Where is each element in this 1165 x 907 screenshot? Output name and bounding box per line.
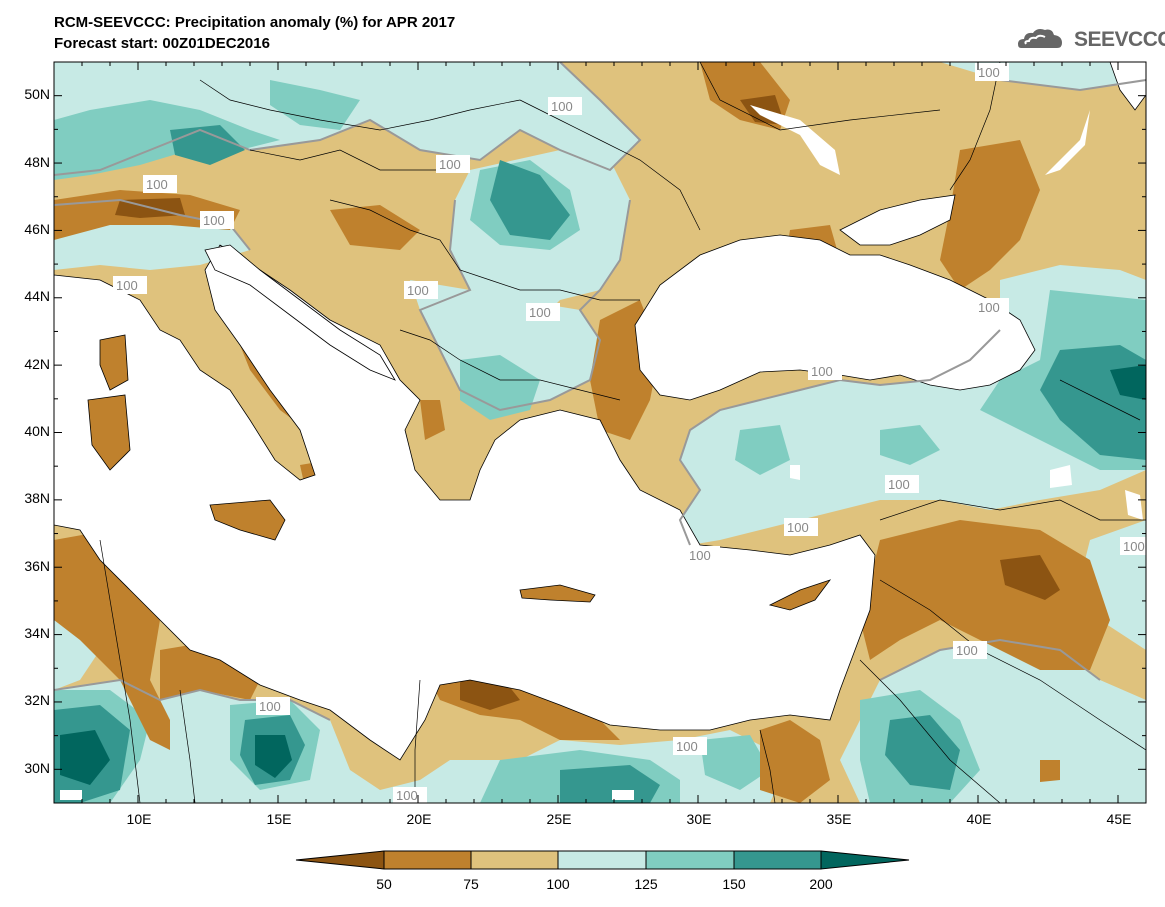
lon-tick-label: 35E: [826, 811, 852, 827]
contour-label: 100: [1120, 537, 1146, 555]
lat-tick-label: 42N: [24, 356, 50, 372]
lon-tick-label: 10E: [126, 811, 152, 827]
contour-label: 100: [393, 787, 427, 803]
svg-text:100: 100: [146, 177, 168, 192]
colorbar: [295, 850, 910, 870]
colorbar-label: 75: [463, 876, 479, 892]
lon-tick-label: 30E: [686, 811, 712, 827]
contour-labels: 100 100 100 100 100 100 100 100 100 100 …: [113, 63, 1146, 803]
wet-regions-extreme: [60, 365, 1146, 785]
contour-label: 100: [953, 641, 987, 659]
colorbar-bin-150-200: [733, 850, 822, 870]
colorbar-bin-100-125: [557, 850, 647, 870]
lon-tick-label: 20E: [406, 811, 432, 827]
contour-label: 100: [143, 175, 177, 193]
logo-text: SEEVCCC: [1074, 28, 1165, 51]
svg-text:100: 100: [787, 520, 809, 535]
lat-tick-label: 40N: [24, 423, 50, 439]
svg-text:100: 100: [116, 278, 138, 293]
lat-tick-label: 50N: [24, 86, 50, 102]
lat-tick-label: 44N: [24, 288, 50, 304]
seevccc-logo: [1018, 29, 1062, 48]
lat-tick-label: 38N: [24, 490, 50, 506]
sea-areas: [54, 62, 1146, 761]
colorbar-bin-125-150: [645, 850, 735, 870]
svg-text:100: 100: [439, 157, 461, 172]
lat-tick-label: 48N: [24, 154, 50, 170]
contour-label: 100: [256, 697, 290, 715]
svg-text:100: 100: [551, 99, 573, 114]
contour-label: 100: [548, 97, 582, 115]
colorbar-label: 125: [634, 876, 658, 892]
contour-label: 100: [526, 303, 560, 321]
contour-label: 100: [686, 546, 720, 564]
svg-text:100: 100: [529, 305, 551, 320]
lat-tick-label: 30N: [24, 760, 50, 776]
lat-tick-label: 46N: [24, 221, 50, 237]
svg-text:100: 100: [689, 548, 711, 563]
svg-text:100: 100: [978, 65, 1000, 80]
map-title: RCM-SEEVCCC: Precipitation anomaly (%) f…: [54, 14, 456, 31]
lon-tick-label: 45E: [1106, 811, 1132, 827]
lat-tick-label: 32N: [24, 692, 50, 708]
contour-label: 100: [113, 276, 147, 294]
contour-label: 100: [808, 362, 842, 380]
islands: [87, 334, 832, 611]
contour-label: 100: [404, 281, 438, 299]
svg-text:100: 100: [1123, 539, 1145, 554]
contour-label: 100: [885, 475, 919, 493]
contour-100-lines: [54, 62, 1146, 721]
axis-tick-marks: [53, 61, 1147, 804]
contour-label: 100: [200, 211, 234, 229]
svg-text:100: 100: [956, 643, 978, 658]
colorbar-high-arrow: [820, 850, 910, 870]
colorbar-label: 100: [546, 876, 570, 892]
contour-label: 100: [975, 298, 1009, 316]
lon-tick-label: 15E: [266, 811, 292, 827]
svg-text:100: 100: [888, 477, 910, 492]
lat-tick-label: 36N: [24, 558, 50, 574]
svg-text:100: 100: [811, 364, 833, 379]
contour-label: 100: [784, 518, 818, 536]
svg-text:100: 100: [407, 283, 429, 298]
svg-text:100: 100: [396, 788, 418, 803]
lon-tick-label: 25E: [546, 811, 572, 827]
colorbar-label: 50: [376, 876, 392, 892]
lon-tick-label: 40E: [966, 811, 992, 827]
svg-text:100: 100: [203, 213, 225, 228]
contour-label: 100: [975, 63, 1009, 81]
lat-tick-label: 34N: [24, 625, 50, 641]
colorbar-label: 200: [809, 876, 833, 892]
contour-label: 100: [673, 737, 707, 755]
contour-label: 100: [436, 155, 470, 173]
colorbar-bin-75-100: [470, 850, 559, 870]
svg-text:100: 100: [676, 739, 698, 754]
colorbar-low-arrow: [295, 850, 385, 870]
svg-text:100: 100: [259, 699, 281, 714]
svg-text:100: 100: [978, 300, 1000, 315]
colorbar-label: 150: [722, 876, 746, 892]
forecast-start-subtitle: Forecast start: 00Z01DEC2016: [54, 35, 270, 52]
lakes: [60, 105, 1143, 800]
colorbar-bin-50-75: [383, 850, 472, 870]
map-field: 100 100 100 100 100 100 100 100 100 100 …: [54, 62, 1146, 803]
country-borders: [99, 62, 1146, 803]
